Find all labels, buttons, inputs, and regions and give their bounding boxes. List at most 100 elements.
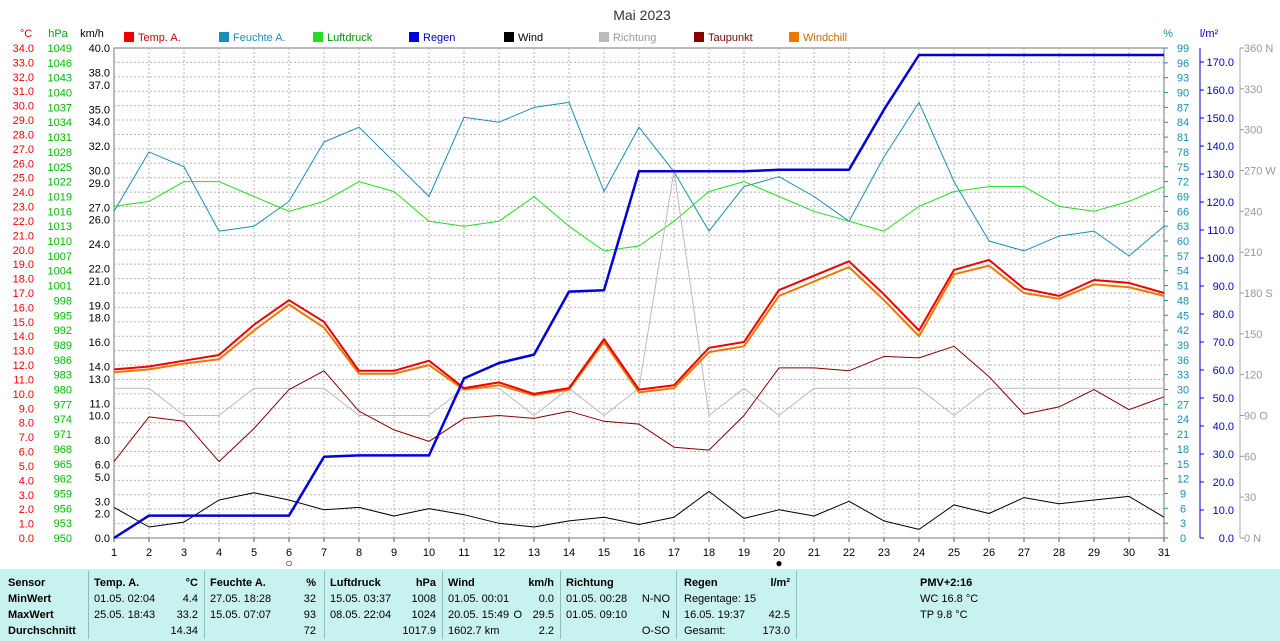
pressure-max-time: 08.05. 22:04 <box>330 609 392 621</box>
wind-tick-label: 26.0 <box>89 215 110 227</box>
wind-tick-label: 35.0 <box>89 104 110 116</box>
humidity-tick-label: 48 <box>1177 295 1189 307</box>
column-divider <box>88 571 89 639</box>
direction-tick-label: 120 <box>1244 370 1262 382</box>
rain-tick-label: 90.0 <box>1213 281 1234 293</box>
x-tick-label: 2 <box>146 547 152 559</box>
x-tick-label: 31 <box>1158 547 1170 559</box>
rain-tick-label: 70.0 <box>1213 337 1234 349</box>
humidity-tick-label: 60 <box>1177 236 1189 248</box>
temp-tick-label: 26.0 <box>13 158 34 170</box>
temp-tick-label: 33.0 <box>13 57 34 69</box>
statistics-panel: Sensor MinWert MaxWert Durchschnitt Temp… <box>0 569 1280 641</box>
series-line-wind <box>113 490 1165 530</box>
direction-tick-label: 90 O <box>1244 411 1268 423</box>
weather-chart: Mai 2023 °C hPa km/h % l/m² 34.033.032.0… <box>13 7 1277 569</box>
wind-tick-label: 8.0 <box>95 435 110 447</box>
wind-stats-unit: km/h <box>528 577 554 589</box>
legend-swatch <box>219 32 229 42</box>
x-axis-labels: 1 2 3 4 5 6 7 8 9 10 11 12 13 14 15 16 17 18 19 20 21 22 23 24 2… <box>111 547 1170 569</box>
pressure-max-value: 1024 <box>411 609 436 621</box>
temp-min-time: 01.05. 02:04 <box>94 593 156 605</box>
temp-tick-label: 5.0 <box>19 461 34 473</box>
pressure-tick-label: 1025 <box>48 162 72 174</box>
direction-tick-label: 270 W <box>1244 166 1276 178</box>
humidity-axis-unit: % <box>1163 28 1173 40</box>
rain-tick-label: 140.0 <box>1206 141 1234 153</box>
wind-tick-label: 14.0 <box>89 362 110 374</box>
series-line-luftdruck <box>113 181 1165 252</box>
legend-label: Regen <box>423 32 455 44</box>
temp-tick-label: 11.0 <box>13 374 34 386</box>
temp-tick-label: 25.0 <box>13 173 34 185</box>
x-tick-label: 9 <box>391 547 397 559</box>
humidity-tick-label: 96 <box>1177 58 1189 70</box>
rain-tick-label: 120.0 <box>1206 197 1234 209</box>
legend-label: Wind <box>518 32 543 44</box>
x-tick-label: 17 <box>668 547 680 559</box>
humidity-tick-label: 3 <box>1180 518 1186 530</box>
humidity-tick-label: 81 <box>1177 132 1189 144</box>
series-line-feuchte-a <box>113 101 1165 257</box>
x-tick-label: 25 <box>948 547 960 559</box>
x-tick-label: 21 <box>808 547 820 559</box>
x-tick-label: 18 <box>703 547 715 559</box>
legend-label: Luftdruck <box>327 32 373 44</box>
temp-tick-label: 27.0 <box>13 144 34 156</box>
temp-tick-label: 32.0 <box>13 72 34 84</box>
temp-tick-label: 31.0 <box>13 86 34 98</box>
x-tick-label: 3 <box>181 547 187 559</box>
series-line-regen <box>113 53 1164 540</box>
temp-tick-label: 21.0 <box>13 230 34 242</box>
direction-tick-label: 180 S <box>1244 288 1273 300</box>
direction-tick-label: 300 <box>1244 125 1262 137</box>
direction-avg-value: O-SO <box>641 625 670 637</box>
x-tick-label: 29 <box>1088 547 1100 559</box>
legend-swatch <box>409 32 419 42</box>
direction-stats-title: Richtung <box>566 577 614 589</box>
temp-tick-label: 6.0 <box>19 447 34 459</box>
pressure-tick-label: 959 <box>54 488 72 500</box>
x-tick-label: 6 <box>286 547 292 559</box>
humidity-tick-label: 42 <box>1177 325 1189 337</box>
wind-tick-label: 0.0 <box>95 533 110 545</box>
pressure-tick-label: 1022 <box>48 177 72 189</box>
wind-tick-label: 32.0 <box>89 141 110 153</box>
legend-swatch <box>599 32 609 42</box>
x-tick-label: 19 <box>738 547 750 559</box>
humidity-tick-label: 84 <box>1177 117 1189 129</box>
rain-tick-label: 170.0 <box>1206 57 1234 69</box>
pressure-tick-label: 1028 <box>48 147 72 159</box>
humidity-tick-label: 45 <box>1177 310 1189 322</box>
pressure-tick-label: 1037 <box>48 102 72 114</box>
rain-stats-title: Regen <box>684 577 718 589</box>
x-tick-label: 14 <box>563 547 575 559</box>
humidity-tick-label: 54 <box>1177 266 1189 278</box>
wind-tick-label: 18.0 <box>89 313 110 325</box>
x-tick-label: 30 <box>1123 547 1135 559</box>
pressure-tick-label: 1001 <box>48 281 72 293</box>
pressure-tick-label: 962 <box>54 474 72 486</box>
pressure-tick-label: 1049 <box>48 43 72 55</box>
legend-label: Taupunkt <box>708 32 753 44</box>
temp-tick-label: 18.0 <box>13 274 34 286</box>
humidity-tick-label: 69 <box>1177 191 1189 203</box>
wind-tick-label: 30.0 <box>89 166 110 178</box>
temp-tick-label: 20.0 <box>13 245 34 257</box>
series-line-windchill <box>113 264 1165 397</box>
x-tick-label: 8 <box>356 547 362 559</box>
pressure-stats-unit: hPa <box>415 577 436 589</box>
legend-label: Richtung <box>613 32 656 44</box>
humidity-tick-label: 72 <box>1177 177 1189 189</box>
wind-tick-label: 27.0 <box>89 202 110 214</box>
rain-axis-unit: l/m² <box>1200 28 1219 40</box>
rain-tick-label: 30.0 <box>1213 449 1234 461</box>
legend-label: Temp. A. <box>138 32 181 44</box>
rain-tick-label: 150.0 <box>1206 113 1234 125</box>
rain-tick-label: 40.0 <box>1213 421 1234 433</box>
pressure-tick-label: 986 <box>54 355 72 367</box>
temp-tick-label: 15.0 <box>13 317 34 329</box>
temp-tick-label: 17.0 <box>13 288 34 300</box>
temp-tick-label: 22.0 <box>13 216 34 228</box>
pressure-tick-label: 977 <box>54 399 72 411</box>
